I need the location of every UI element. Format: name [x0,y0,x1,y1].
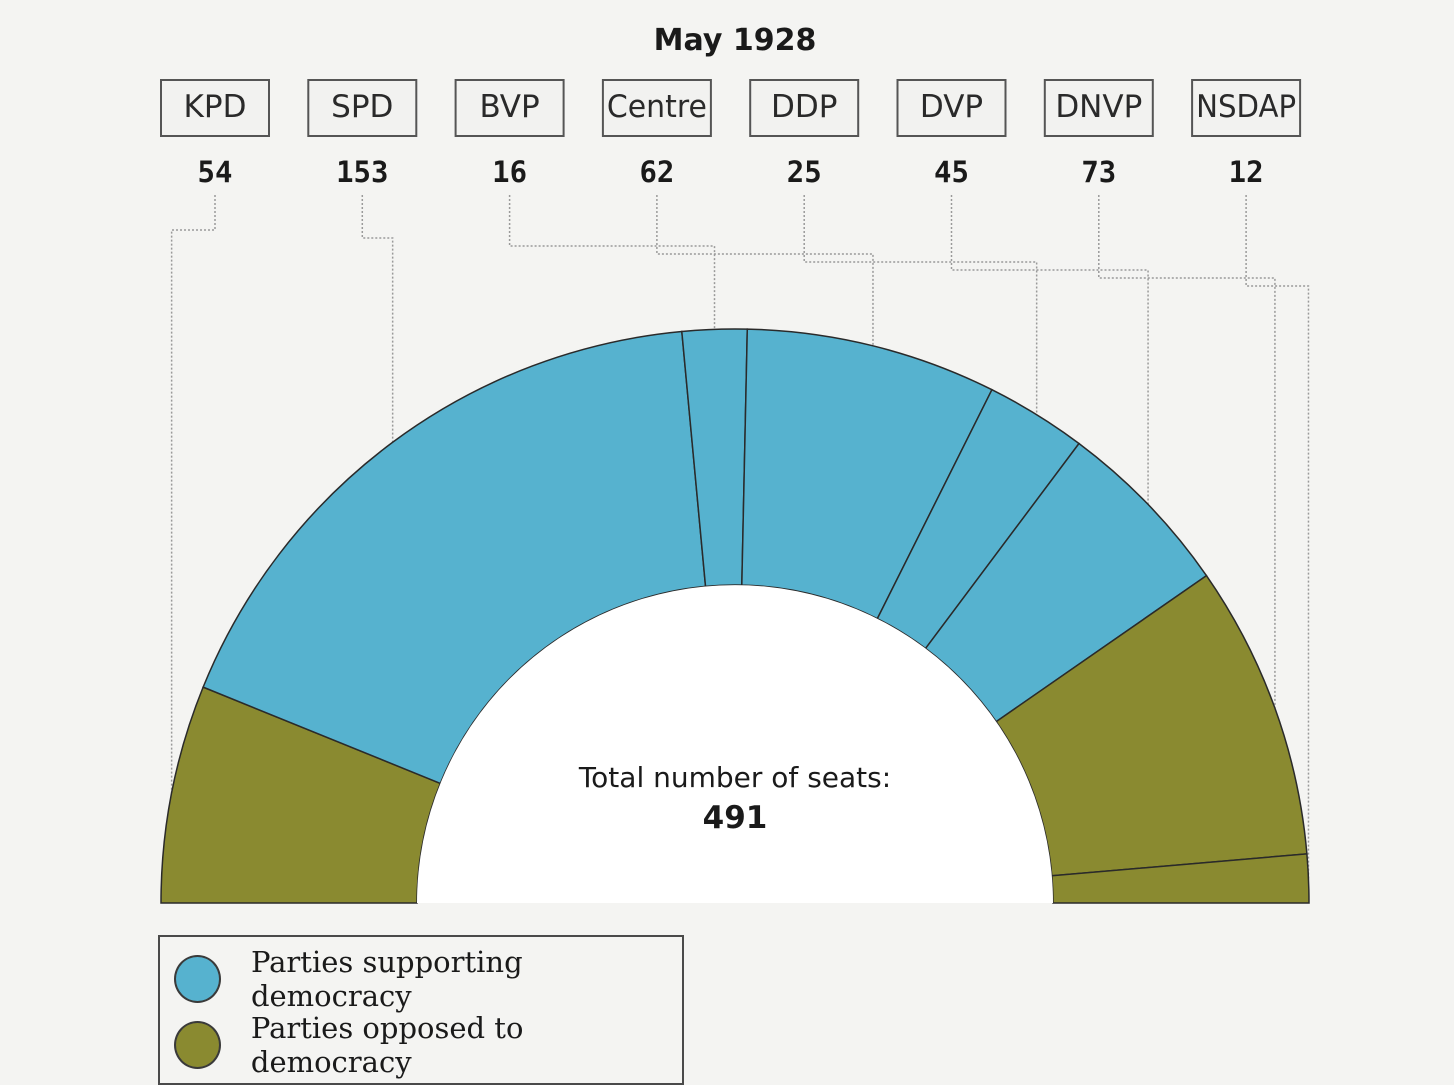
seat-value-nsdap: 12 [1229,155,1264,189]
legend-item-opposed: Parties opposed to democracy [174,1011,682,1079]
leader-line-spd [361,195,394,443]
legend-swatch-opposed-icon [174,1021,221,1069]
arc-segment-spd [202,330,707,785]
leader-line-dnvp [1098,195,1276,709]
party-label-dvp: DVP [920,89,983,125]
party-box-dnvp [1043,79,1154,137]
party-box-nsdap [1191,79,1302,137]
legend-swatch-supporting-icon [174,955,221,1003]
seat-value-bvp: 16 [492,155,527,189]
party-label-nsdap: NSDAP [1196,89,1296,125]
inner-area [417,585,1053,903]
arc-segments [160,328,1310,904]
seat-value-dnvp: 73 [1081,155,1116,189]
party-label-kpd: KPD [184,89,247,125]
total-seats-value: 491 [703,800,768,836]
party-box-kpd [160,79,270,137]
legend-item-supporting: Parties supporting democracy [174,945,682,1013]
party-box-ddp [749,79,860,137]
party-label-ddp: DDP [771,89,837,125]
total-seats-label: Total number of seats: [578,761,891,794]
legend-label-supporting: Parties supporting democracy [250,945,523,1013]
party-box-dvp [896,79,1007,137]
leader-line-bvp [508,195,716,330]
party-box-centre [601,79,712,137]
leader-line-nsdap [1245,195,1310,879]
leader-line-centre [656,195,874,346]
party-label-spd: SPD [331,89,393,125]
party-labels: KPD 54 SPD 153 BVP 16 Centre 62 DDP 25 DVP 45 DNVP 73… [160,79,1302,189]
seat-value-centre: 62 [639,155,674,189]
leader-line-ddp [803,195,1038,415]
seat-value-kpd: 54 [198,155,233,189]
party-label-centre: Centre [607,89,707,125]
seat-value-spd: 153 [336,155,388,189]
leader-line-kpd [170,195,216,794]
legend: Parties supporting democracy Parties opp… [158,935,684,1085]
legend-label-opposed: Parties opposed to democracy [250,1011,524,1079]
seat-value-dvp: 45 [934,155,969,189]
party-label-dnvp: DNVP [1055,89,1142,125]
leader-lines [170,195,1310,879]
leader-line-dvp [950,195,1149,505]
chart-title: May 1928 [654,23,817,58]
seat-value-ddp: 25 [787,155,822,189]
party-label-bvp: BVP [479,89,539,125]
party-box-spd [307,79,418,137]
party-box-bvp [454,79,565,137]
